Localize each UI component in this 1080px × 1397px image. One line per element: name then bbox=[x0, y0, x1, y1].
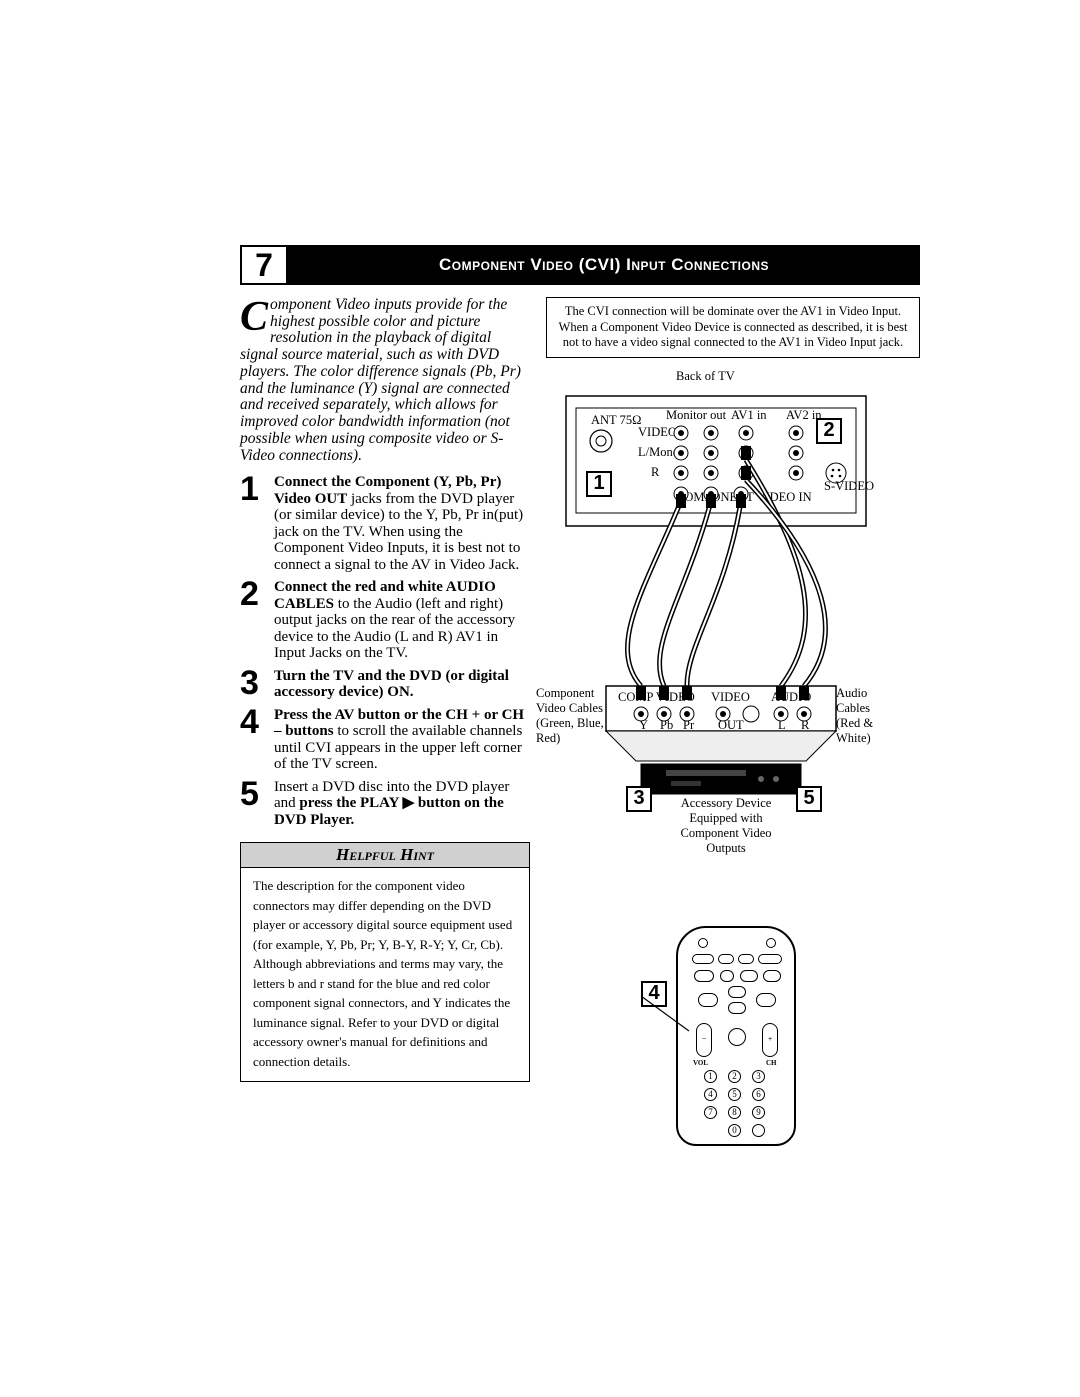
step-body: Connect the red and white AUDIO CABLES t… bbox=[274, 579, 530, 662]
two-column-layout: Component Video inputs provide for the h… bbox=[240, 297, 920, 1146]
remote-oval-3[interactable] bbox=[740, 970, 758, 982]
key-0[interactable]: 0 bbox=[728, 1124, 741, 1137]
step-body: Insert a DVD disc into the DVD player an… bbox=[274, 779, 530, 829]
svg-text:AV1 in: AV1 in bbox=[731, 408, 767, 422]
helpful-hint-box: Helpful Hint The description for the com… bbox=[240, 842, 530, 1082]
key-8[interactable]: 8 bbox=[728, 1106, 741, 1119]
key-6[interactable]: 6 bbox=[752, 1088, 765, 1101]
svg-text:Y: Y bbox=[639, 718, 648, 732]
svg-text:OUT: OUT bbox=[718, 718, 744, 732]
callout-line bbox=[641, 981, 691, 1061]
remote-vol-rocker[interactable]: − bbox=[696, 1023, 712, 1057]
hint-title: Helpful Hint bbox=[241, 843, 529, 868]
note-box: The CVI connection will be dominate over… bbox=[546, 297, 920, 358]
remote-body: − + VOL CH 1 2 3 4 5 6 7 bbox=[676, 926, 796, 1146]
section-title: Component Video (CVI) Input Connections bbox=[288, 245, 920, 285]
marker-1: 1 bbox=[586, 471, 612, 497]
svg-text:Pb: Pb bbox=[660, 718, 673, 732]
remote-power-button[interactable] bbox=[698, 938, 708, 948]
component-cables-label: Component Video Cables (Green, Blue, Red… bbox=[536, 686, 616, 746]
section-header: 7 Component Video (CVI) Input Connection… bbox=[240, 245, 920, 285]
key-4[interactable]: 4 bbox=[704, 1088, 717, 1101]
key-7[interactable]: 7 bbox=[704, 1106, 717, 1119]
right-column: The CVI connection will be dominate over… bbox=[546, 297, 920, 1146]
vol-label: VOL bbox=[693, 1059, 708, 1067]
svg-text:S-VIDEO: S-VIDEO bbox=[824, 479, 874, 493]
intro-text: omponent Video inputs provide for the hi… bbox=[240, 296, 521, 464]
key-2[interactable]: 2 bbox=[728, 1070, 741, 1083]
step-4: 4 Press the AV button or the CH + or CH … bbox=[240, 707, 530, 773]
left-column: Component Video inputs provide for the h… bbox=[240, 297, 530, 1146]
remote-oval-1[interactable] bbox=[694, 970, 714, 982]
svg-text:R: R bbox=[651, 465, 660, 479]
marker-2: 2 bbox=[816, 418, 842, 444]
remote-mute[interactable] bbox=[728, 1028, 746, 1046]
remote-ch-rocker[interactable]: + bbox=[762, 1023, 778, 1057]
manual-page: 7 Component Video (CVI) Input Connection… bbox=[240, 245, 920, 1146]
key-blank bbox=[704, 1124, 717, 1137]
step-2: 2 Connect the red and white AUDIO CABLES… bbox=[240, 579, 530, 662]
remote-pill-4[interactable] bbox=[758, 954, 782, 964]
remote-pill-3[interactable] bbox=[738, 954, 754, 964]
intro-paragraph: Component Video inputs provide for the h… bbox=[240, 297, 530, 464]
marker-3: 3 bbox=[626, 786, 652, 812]
key-1[interactable]: 1 bbox=[704, 1070, 717, 1083]
remote-up[interactable] bbox=[728, 986, 746, 998]
ch-label: CH bbox=[766, 1059, 777, 1067]
svg-text:R: R bbox=[801, 718, 810, 732]
svg-text:L/Mono: L/Mono bbox=[638, 445, 679, 459]
audio-cables-label: Audio Cables (Red & White) bbox=[836, 686, 896, 746]
key-extra[interactable] bbox=[752, 1124, 765, 1137]
remote-aux-button[interactable] bbox=[766, 938, 776, 948]
remote-pill-1[interactable] bbox=[692, 954, 714, 964]
back-of-tv-label: Back of TV bbox=[676, 369, 735, 384]
svg-text:ANT 75Ω: ANT 75Ω bbox=[591, 413, 641, 427]
svg-text:VIDEO: VIDEO bbox=[711, 690, 750, 704]
step-bold: press the PLAY ▶ button on the DVD Playe… bbox=[274, 795, 504, 828]
connection-diagram: ANT 75Ω Monitor out AV1 in AV2 in VIDEO … bbox=[546, 386, 886, 1146]
accessory-label: Accessory Device Equipped with Component… bbox=[661, 796, 791, 856]
remote-left[interactable] bbox=[698, 993, 718, 1007]
step-body: Press the AV button or the CH + or CH – … bbox=[274, 707, 530, 773]
step-number: 4 bbox=[240, 707, 266, 773]
remote-pill-2[interactable] bbox=[718, 954, 734, 964]
step-bold: Turn the TV and the DVD (or digital acce… bbox=[274, 668, 509, 701]
step-number: 5 bbox=[240, 779, 266, 829]
key-5[interactable]: 5 bbox=[728, 1088, 741, 1101]
step-5: 5 Insert a DVD disc into the DVD player … bbox=[240, 779, 530, 829]
key-9[interactable]: 9 bbox=[752, 1106, 765, 1119]
svg-text:Monitor out: Monitor out bbox=[666, 408, 727, 422]
marker-5: 5 bbox=[796, 786, 822, 812]
remote-oval-4[interactable] bbox=[763, 970, 781, 982]
step-number: 3 bbox=[240, 668, 266, 701]
key-3[interactable]: 3 bbox=[752, 1070, 765, 1083]
step-number: 2 bbox=[240, 579, 266, 662]
step-number: 1 bbox=[240, 474, 266, 573]
step-body: Turn the TV and the DVD (or digital acce… bbox=[274, 668, 530, 701]
remote-keypad: 1 2 3 4 5 6 7 8 9 0 bbox=[704, 1070, 774, 1140]
section-number: 7 bbox=[240, 245, 288, 285]
hint-body: The description for the component video … bbox=[241, 868, 529, 1071]
svg-text:VIDEO: VIDEO bbox=[638, 425, 677, 439]
svg-text:L: L bbox=[778, 718, 786, 732]
step-3: 3 Turn the TV and the DVD (or digital ac… bbox=[240, 668, 530, 701]
step-body: Connect the Component (Y, Pb, Pr) Video … bbox=[274, 474, 530, 573]
svg-text:Pr: Pr bbox=[683, 718, 695, 732]
remote-oval-2[interactable] bbox=[720, 970, 734, 982]
remote-down[interactable] bbox=[728, 1002, 746, 1014]
dropcap: C bbox=[240, 297, 270, 335]
step-1: 1 Connect the Component (Y, Pb, Pr) Vide… bbox=[240, 474, 530, 573]
remote-control: − + VOL CH 1 2 3 4 5 6 7 bbox=[676, 926, 796, 1146]
remote-right[interactable] bbox=[756, 993, 776, 1007]
